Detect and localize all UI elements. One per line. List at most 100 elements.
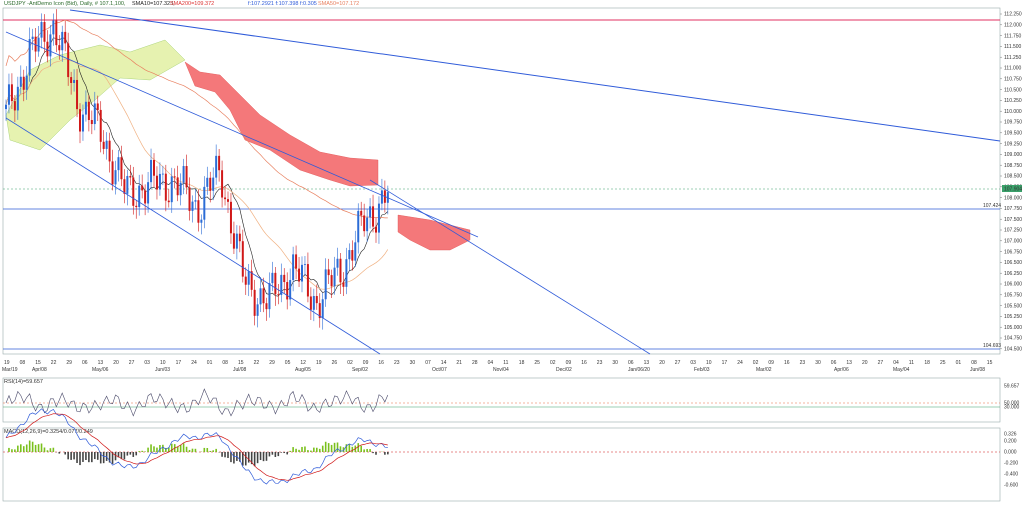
macd-tick-label: -0.600 bbox=[1004, 483, 1018, 489]
candle-body bbox=[274, 273, 276, 294]
date-tick-label: 23 bbox=[394, 360, 400, 366]
candle-body bbox=[200, 220, 202, 223]
candle-body bbox=[215, 156, 217, 178]
candle-body bbox=[94, 103, 96, 124]
candle-body bbox=[363, 215, 365, 231]
macd-histogram-bar bbox=[156, 448, 158, 452]
candle-body bbox=[67, 43, 69, 77]
macd-tick-label: -0.200 bbox=[1004, 461, 1018, 467]
date-tick-label: 06 bbox=[82, 360, 88, 366]
macd-histogram-bar bbox=[91, 452, 93, 462]
macd-histogram-bar bbox=[141, 451, 143, 452]
candle-body bbox=[265, 303, 267, 309]
candle-body bbox=[23, 77, 25, 90]
price-tick-label: 106.750 bbox=[1004, 249, 1022, 255]
macd-histogram-bar bbox=[135, 452, 137, 455]
macd-histogram-bar bbox=[206, 448, 208, 452]
candle-body bbox=[103, 142, 105, 149]
candle-body bbox=[248, 271, 250, 285]
macd-histogram-bar bbox=[124, 452, 126, 459]
macd-histogram-bar bbox=[307, 450, 309, 452]
candle-body bbox=[227, 199, 229, 202]
candle-body bbox=[233, 233, 235, 248]
macd-histogram-bar bbox=[363, 449, 365, 452]
date-tick-label: 30 bbox=[410, 360, 416, 366]
candle-body bbox=[52, 21, 54, 35]
candle-body bbox=[331, 275, 333, 286]
date-tick-label: 27 bbox=[129, 360, 135, 366]
price-tick-label: 104.500 bbox=[1004, 347, 1022, 353]
candle-body bbox=[162, 174, 164, 175]
macd-histogram-bar bbox=[224, 452, 226, 457]
candle-body bbox=[5, 105, 7, 109]
date-tick-label: 19 bbox=[4, 360, 10, 366]
candle-body bbox=[263, 288, 265, 303]
month-label: May/06 bbox=[92, 367, 109, 373]
price-tick-label: 106.250 bbox=[1004, 271, 1022, 277]
candle-body bbox=[298, 269, 300, 282]
macd-histogram-bar bbox=[130, 452, 132, 455]
macd-histogram-bar bbox=[204, 448, 206, 452]
candle-body bbox=[20, 77, 22, 87]
macd-histogram-bar bbox=[103, 452, 105, 463]
candle-body bbox=[106, 141, 108, 149]
date-tick-label: 04 bbox=[488, 360, 494, 366]
macd-histogram-bar bbox=[85, 452, 87, 460]
date-tick-label: 29 bbox=[66, 360, 72, 366]
price-tick-label: 111.250 bbox=[1004, 55, 1022, 61]
month-label: Apr/06 bbox=[834, 367, 849, 373]
rsi-tick-label: 30.000 bbox=[1004, 405, 1020, 411]
month-label: Jun/03 bbox=[155, 367, 170, 373]
price-tick-label: 111.500 bbox=[1004, 44, 1022, 50]
macd-histogram-bar bbox=[147, 448, 149, 452]
price-tick-label: 106.000 bbox=[1004, 282, 1022, 288]
date-tick-label: 01 bbox=[956, 360, 962, 366]
candle-body bbox=[117, 157, 119, 170]
candle-body bbox=[174, 176, 176, 177]
macd-histogram-bar bbox=[337, 442, 339, 452]
date-tick-label: 13 bbox=[846, 360, 852, 366]
candle-body bbox=[26, 76, 28, 90]
price-tick-label: 108.000 bbox=[1004, 195, 1022, 201]
macd-histogram-bar bbox=[233, 452, 235, 463]
macd-histogram-bar bbox=[266, 452, 268, 461]
candle-body bbox=[168, 201, 170, 203]
price-tick-label: 112.250 bbox=[1004, 12, 1022, 18]
date-tick-label: 23 bbox=[597, 360, 603, 366]
header-sma-other: SMA50=107.172 bbox=[318, 1, 359, 7]
candle-body bbox=[171, 176, 173, 202]
candle-body bbox=[180, 183, 182, 195]
candle-body bbox=[366, 218, 368, 232]
candle-body bbox=[206, 178, 208, 187]
date-tick-label: 07 bbox=[425, 360, 431, 366]
candle-body bbox=[189, 187, 191, 211]
macd-histogram-bar bbox=[221, 452, 223, 457]
date-tick-label: 10 bbox=[160, 360, 166, 366]
macd-histogram-bar bbox=[275, 452, 277, 457]
macd-histogram-bar bbox=[53, 448, 55, 452]
date-tick-label: 06 bbox=[831, 360, 837, 366]
macd-histogram-bar bbox=[310, 451, 312, 452]
date-tick-label: 18 bbox=[519, 360, 525, 366]
date-tick-label: 03 bbox=[144, 360, 150, 366]
candle-body bbox=[29, 39, 31, 76]
macd-histogram-bar bbox=[278, 452, 280, 456]
month-label: Oct/07 bbox=[432, 367, 447, 373]
macd-tick-label: 0.200 bbox=[1004, 439, 1017, 445]
month-label: Dec/02 bbox=[556, 367, 572, 373]
macd-histogram-bar bbox=[76, 452, 78, 463]
macd-histogram-bar bbox=[286, 452, 288, 454]
candle-body bbox=[260, 288, 262, 304]
candle-body bbox=[135, 206, 137, 207]
date-tick-label: 09 bbox=[363, 360, 369, 366]
price-tick-label: 108.750 bbox=[1004, 163, 1022, 169]
price-tick-label: 107.000 bbox=[1004, 239, 1022, 245]
macd-histogram-bar bbox=[280, 452, 282, 453]
candle-body bbox=[245, 277, 247, 285]
date-tick-label: 17 bbox=[722, 360, 728, 366]
date-tick-label: 25 bbox=[940, 360, 946, 366]
date-tick-label: 22 bbox=[254, 360, 260, 366]
month-label: Jan/06/20 bbox=[628, 367, 650, 373]
